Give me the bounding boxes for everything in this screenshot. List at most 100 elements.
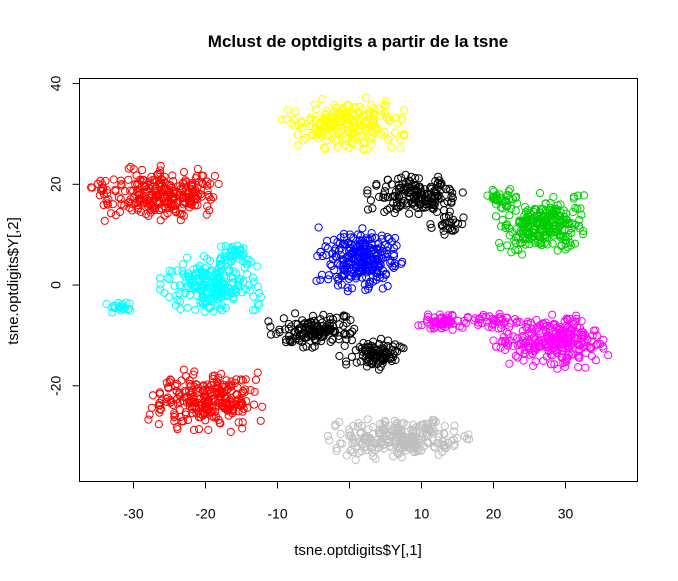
data-point	[166, 376, 176, 385]
data-point	[534, 217, 543, 226]
data-point	[571, 317, 580, 326]
data-point	[575, 353, 584, 362]
data-point	[380, 346, 389, 355]
data-points-layer	[87, 93, 613, 465]
data-point	[362, 265, 371, 274]
data-point	[448, 319, 457, 328]
data-point	[384, 336, 393, 345]
data-point	[312, 323, 321, 332]
data-point	[160, 183, 169, 193]
data-point	[443, 438, 452, 447]
data-point	[180, 288, 190, 298]
x-tick-label: 30	[558, 506, 574, 522]
data-point	[165, 378, 174, 387]
data-point	[202, 210, 211, 219]
data-point	[388, 433, 397, 442]
data-point	[318, 94, 327, 104]
data-point	[424, 439, 433, 448]
data-point	[402, 199, 411, 208]
data-point	[346, 446, 355, 455]
data-point	[237, 398, 246, 407]
data-point	[317, 270, 327, 279]
data-point	[434, 450, 443, 459]
data-point	[364, 109, 374, 118]
data-point	[294, 120, 303, 130]
data-point	[311, 336, 320, 345]
data-point	[507, 248, 516, 257]
data-point	[354, 266, 363, 276]
data-point	[185, 199, 194, 208]
data-point	[534, 342, 544, 351]
data-point	[394, 425, 403, 434]
data-point	[258, 402, 267, 411]
data-point	[542, 332, 551, 341]
data-point	[511, 238, 520, 247]
data-point	[253, 299, 262, 308]
data-point	[367, 359, 376, 368]
data-point	[460, 432, 469, 441]
data-point	[206, 385, 215, 394]
data-point	[366, 196, 375, 205]
data-point	[170, 281, 179, 290]
data-point	[541, 199, 550, 208]
data-point	[220, 280, 229, 289]
data-point	[397, 343, 406, 352]
data-point	[525, 235, 534, 244]
data-point	[253, 368, 262, 377]
data-point	[333, 259, 342, 268]
data-point	[343, 283, 352, 292]
data-point	[426, 184, 435, 193]
data-point	[337, 439, 346, 448]
data-point	[446, 186, 455, 195]
data-point	[238, 424, 247, 433]
data-point	[514, 233, 523, 242]
data-point	[433, 191, 442, 200]
data-point	[242, 285, 251, 294]
data-point	[193, 274, 202, 283]
data-point	[354, 133, 363, 142]
data-point	[369, 277, 378, 286]
data-point	[334, 127, 343, 136]
data-point	[243, 270, 252, 279]
cluster-7	[312, 223, 407, 296]
data-point	[540, 216, 549, 225]
data-point	[379, 274, 388, 283]
data-point	[343, 287, 352, 296]
data-point	[364, 266, 373, 275]
x-tick-label: 20	[486, 506, 502, 522]
data-point	[373, 124, 383, 133]
data-point	[483, 191, 492, 200]
data-point	[526, 318, 536, 327]
data-point	[111, 185, 120, 194]
data-point	[293, 331, 302, 340]
data-point	[463, 312, 472, 322]
data-point	[359, 261, 368, 270]
data-point	[284, 324, 293, 333]
data-point	[498, 337, 507, 346]
data-point	[396, 135, 405, 144]
data-point	[88, 183, 97, 192]
data-point	[387, 143, 396, 152]
data-point	[537, 241, 546, 250]
data-point	[324, 271, 333, 280]
data-point	[448, 188, 457, 197]
data-point	[253, 262, 262, 271]
data-point	[212, 289, 221, 298]
data-point	[345, 431, 354, 440]
data-point	[236, 245, 245, 254]
data-point	[286, 322, 296, 331]
data-point	[145, 410, 154, 419]
data-point	[391, 187, 401, 196]
data-point	[99, 190, 109, 199]
data-point	[504, 187, 513, 196]
x-axis-label: tsne.optdigits$Y[,1]	[294, 542, 422, 559]
data-point	[203, 396, 212, 406]
data-point	[210, 171, 219, 181]
data-point	[181, 408, 190, 417]
data-point	[383, 233, 392, 242]
data-point	[231, 285, 240, 294]
data-point	[592, 331, 602, 340]
data-point	[304, 318, 313, 327]
data-point	[156, 404, 166, 414]
data-point	[196, 400, 205, 409]
